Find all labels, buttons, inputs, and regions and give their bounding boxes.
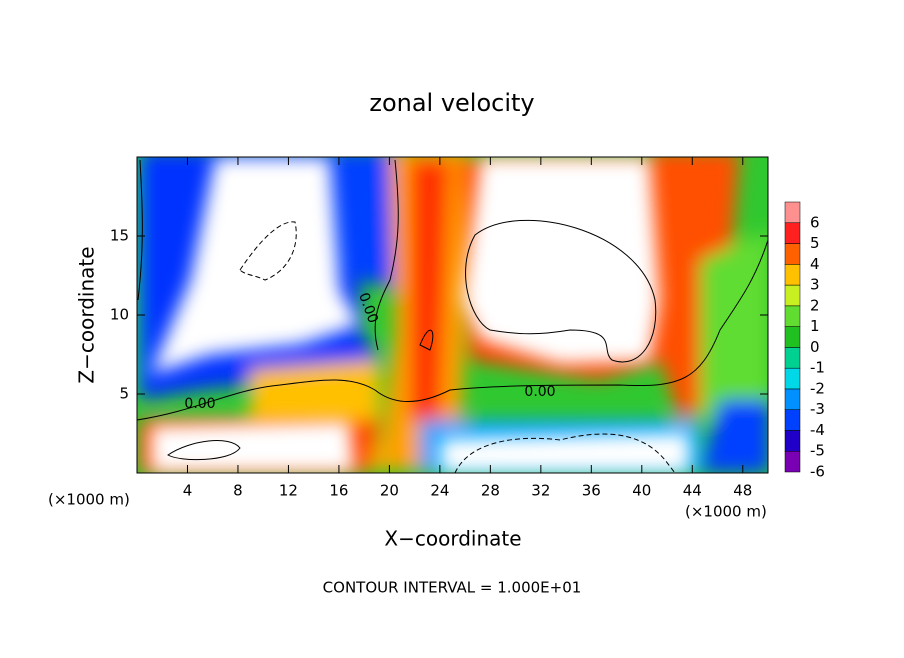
colorbar-bin (784, 450, 801, 473)
colorbar-label: 4 (810, 255, 820, 273)
colorbar-bin (784, 284, 801, 307)
colorbar-label: -4 (810, 421, 825, 439)
footer: CONTOUR INTERVAL = 1.000E+01 (323, 579, 582, 597)
colorbar-bin (784, 367, 801, 390)
colorbar-label: -6 (810, 463, 825, 481)
contour-lines (136, 159, 769, 474)
x-tick-label: 32 (531, 482, 550, 500)
contour-label: 0.00 (184, 396, 215, 412)
field (137, 157, 768, 473)
colorbar-bin (784, 243, 801, 265)
x-tick-label: 48 (733, 482, 752, 500)
x-tick-label: 44 (683, 482, 702, 500)
colorbar-label: 3 (810, 276, 820, 294)
colorbar-bin (784, 409, 801, 431)
colorbar-label: 2 (810, 296, 820, 314)
colorbar-label: -1 (810, 359, 825, 377)
x-unit: (×1000 m) (48, 491, 130, 509)
x-axis-label: X−coordinate (384, 527, 521, 551)
x-tick-label: 36 (582, 482, 601, 500)
colorbar-label: 5 (810, 234, 820, 252)
x-tick-label: 8 (233, 482, 243, 500)
contour-label: 0.00 (524, 384, 555, 400)
x-tick-label: 12 (279, 482, 298, 500)
chart-title: zonal velocity (369, 89, 534, 117)
y-tick-label: 15 (110, 227, 129, 245)
colorbar-bin (784, 222, 801, 244)
colorbar-label: 1 (810, 317, 820, 335)
x-unit: (×1000 m) (685, 503, 767, 521)
x-tick-label: 24 (430, 482, 449, 500)
x-tick-label: 40 (632, 482, 651, 500)
colorbar-label: 6 (810, 213, 820, 231)
colorbar-bin (784, 388, 801, 410)
colorbar-label: -3 (810, 400, 825, 418)
colorbar-bin (784, 305, 801, 327)
colorbar-label: -2 (810, 379, 825, 397)
colorbar-label: -5 (810, 442, 825, 460)
y-tick-label: 5 (119, 385, 129, 403)
colorbar-bin (784, 430, 801, 452)
colorbar-bin (784, 201, 801, 224)
x-tick-label: 16 (329, 482, 348, 500)
y-tick-label: 10 (110, 306, 129, 324)
x-tick-label: 28 (481, 482, 500, 500)
x-tick-label: 20 (380, 482, 399, 500)
y-axis-label: Z−coordinate (75, 246, 99, 383)
colorbar-bin (784, 326, 801, 348)
colorbar-bin (784, 347, 801, 369)
x-tick-label: 4 (183, 482, 193, 500)
colorbar-bin (784, 264, 801, 286)
colorbar-label: 0 (810, 338, 820, 356)
